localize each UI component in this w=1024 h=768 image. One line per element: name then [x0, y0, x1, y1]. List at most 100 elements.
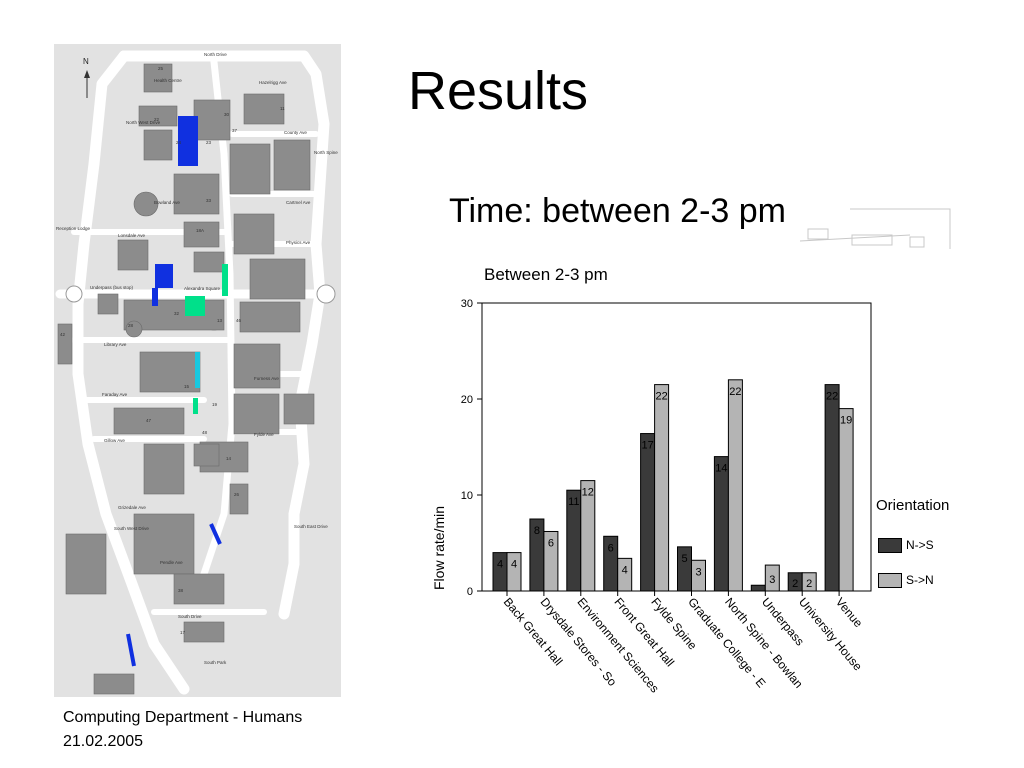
- bar-value-label: 3: [769, 574, 775, 586]
- map-label: 30: [224, 112, 230, 117]
- plot-frame: [481, 302, 872, 592]
- bar-s-n: [764, 564, 780, 592]
- map-label: Reception Lodge: [56, 226, 91, 231]
- campus-map: N North Drive 25 Health Centre Hazelrigg Av…: [54, 44, 341, 697]
- legend-swatch-s-n: [878, 573, 902, 588]
- map-label: 32: [174, 311, 180, 316]
- bar-value-label: 3: [695, 566, 701, 578]
- map-label: 22: [154, 117, 160, 122]
- y-tick-label: 10: [461, 490, 473, 502]
- map-label: 25: [158, 66, 164, 71]
- legend-label-n-s: N->S: [906, 538, 934, 552]
- map-label: 38: [178, 588, 184, 593]
- bar-value-label: 22: [826, 391, 838, 403]
- map-label: Pendle Ave: [160, 560, 183, 565]
- bar-value-label: 2: [806, 578, 812, 590]
- map-label: South Park: [204, 660, 227, 665]
- map-label: 14: [226, 456, 232, 461]
- chart-title: Between 2-3 pm: [484, 265, 608, 284]
- map-label: Furness Ave: [254, 376, 279, 381]
- map-label: 47: [146, 418, 152, 423]
- bar-value-label: 5: [681, 553, 687, 565]
- map-label: 17: [180, 630, 186, 635]
- bar-value-label: 6: [608, 542, 614, 554]
- bar-value-label: 22: [655, 391, 667, 403]
- bar-value-label: 2: [792, 578, 798, 590]
- map-label: Library Ave: [104, 342, 127, 347]
- bar-value-label: 4: [622, 564, 628, 576]
- map-label: 42: [60, 332, 66, 337]
- map-label: Health Centre: [154, 78, 182, 83]
- map-labels: North Drive 25 Health Centre Hazelrigg Ave N…: [56, 52, 338, 665]
- map-label: Gillow Ave: [104, 438, 125, 443]
- map-label: Fylde Ave: [254, 432, 274, 437]
- bar-s-n: [727, 379, 743, 592]
- bar-n-s: [713, 456, 729, 592]
- bar-s-n: [801, 572, 817, 592]
- map-label: 24: [176, 140, 182, 145]
- bar-value-label: 11: [568, 496, 579, 508]
- map-label: 37: [232, 128, 238, 133]
- north-label: N: [83, 57, 89, 66]
- x-tick-label: University House: [796, 595, 865, 674]
- map-label: Bowland Ave: [154, 200, 180, 205]
- map-highlight-north-spine: [178, 116, 198, 166]
- bar-s-n: [691, 559, 706, 592]
- map-label: South East Drive: [294, 524, 328, 529]
- footer-department: Computing Department - Humans: [63, 709, 303, 726]
- map-highlight-great-hall: [155, 264, 173, 288]
- map-label: North Spine: [314, 150, 338, 155]
- ghost-map-fragment: [799, 208, 951, 249]
- map-label: 11: [280, 106, 285, 111]
- bar-s-n: [543, 530, 559, 592]
- bar-s-n: [506, 552, 522, 592]
- bar-value-label: 14: [715, 463, 727, 475]
- bar-s-n: [654, 384, 670, 592]
- map-label: Physics Ave: [286, 240, 311, 245]
- map-label: North West Drive: [126, 120, 161, 125]
- legend-label-s-n: S->N: [906, 573, 934, 587]
- map-label: 15: [184, 384, 190, 389]
- map-label: Underpass (bus stop): [90, 285, 134, 290]
- map-label: 26: [234, 492, 240, 497]
- y-axis-label: Flow rate/min: [431, 506, 447, 590]
- map-label: Hazelrigg Ave: [259, 80, 287, 85]
- map-label: 13: [217, 318, 223, 323]
- map-highlight-spine-cyan: [195, 352, 200, 388]
- y-tick-label: 20: [461, 394, 473, 406]
- legend-title: Orientation: [876, 497, 950, 514]
- map-label: 19: [212, 402, 218, 407]
- slide-subtitle: Time: between 2-3 pm: [449, 192, 786, 230]
- bar-n-s: [824, 384, 840, 592]
- map-label: Faraday Ave: [102, 392, 128, 397]
- map-label: 48: [202, 430, 208, 435]
- map-label: 23: [206, 140, 212, 145]
- map-label: 46: [236, 318, 242, 323]
- bar-n-s: [750, 584, 766, 592]
- footer-date: 21.02.2005: [63, 733, 144, 750]
- map-label: Alexandra Square: [184, 286, 221, 291]
- map-label: North Drive: [204, 52, 227, 57]
- map-label: Cartmel Ave: [286, 200, 311, 205]
- bar-value-label: 17: [641, 440, 653, 452]
- bar-s-n: [838, 408, 854, 592]
- map-label: County Ave: [284, 130, 307, 135]
- bar-value-label: 12: [582, 487, 594, 499]
- bar-value-label: 4: [511, 559, 517, 571]
- map-label: 28: [128, 323, 134, 328]
- map-label: South Drive: [178, 614, 202, 619]
- map-label: South West Drive: [114, 526, 149, 531]
- map-buildings: [57, 63, 315, 695]
- legend-swatch-n-s: [878, 538, 902, 553]
- map-highlight-alexandra-square: [185, 296, 205, 316]
- y-tick-label: 0: [467, 586, 473, 598]
- bar-s-n: [617, 557, 633, 592]
- x-tick-label: Venue: [833, 595, 866, 630]
- bar-s-n: [580, 480, 596, 592]
- y-tick-label: 30: [461, 298, 473, 310]
- bar-value-label: 4: [497, 559, 503, 571]
- map-label: 33: [206, 198, 212, 203]
- bar-value-label: 6: [548, 537, 554, 549]
- map-label: 18A: [196, 228, 204, 233]
